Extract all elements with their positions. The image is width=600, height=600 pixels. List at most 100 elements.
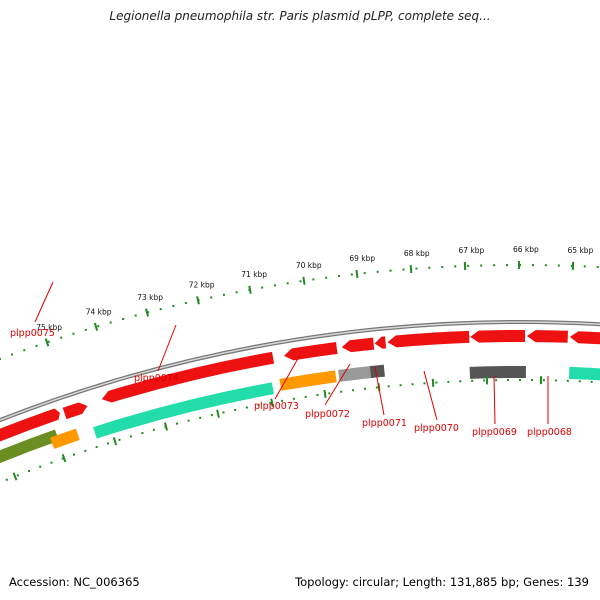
inner-dot — [257, 404, 260, 407]
gene-label[interactable]: plpp0074 — [134, 373, 179, 384]
gene-leader-line — [157, 324, 177, 372]
gene-label[interactable]: plpp0071 — [362, 418, 407, 429]
scale-dot — [402, 268, 405, 271]
inner-dot — [222, 411, 225, 414]
scale-label: 70 kbp — [296, 261, 322, 270]
inner-dot — [459, 380, 462, 383]
scale-label: 75 kbp — [36, 323, 62, 332]
inner-dot — [245, 406, 248, 409]
scale-dot — [147, 311, 150, 314]
scale-dot — [350, 273, 353, 276]
scale-dot — [109, 321, 112, 324]
inner-dot — [269, 401, 272, 404]
scale-dot — [338, 275, 341, 278]
inner-major-tick — [323, 389, 327, 399]
scale-label: 67 kbp — [458, 246, 484, 255]
inner-dot — [5, 478, 8, 481]
inner-major-tick — [216, 409, 220, 418]
scale-tick-dots — [0, 264, 599, 361]
inner-dot — [304, 395, 307, 398]
scale-dot — [363, 272, 366, 275]
inner-dot — [84, 449, 87, 452]
inner-dot — [387, 385, 390, 388]
gene-label[interactable]: plpp0075 — [10, 328, 55, 339]
gene-plpp0069-band — [469, 365, 526, 379]
gene-plpp0073-band — [279, 370, 337, 391]
scale-dot — [97, 325, 100, 328]
scale-dot — [441, 266, 444, 269]
inner-dot — [411, 383, 414, 386]
inner-dot — [363, 387, 366, 390]
inner-dot — [471, 379, 474, 382]
inner-dot — [210, 414, 213, 417]
gene-label[interactable]: plpp0072 — [305, 409, 350, 420]
scale-labels: 75 kbp 74 kbp 73 kbp 72 kbp 71 kbp 70 kbp 69 k… — [36, 245, 593, 332]
scale-major-tick — [196, 296, 200, 305]
inner-dot — [340, 390, 343, 393]
gene-leader-line — [374, 366, 385, 416]
inner-dot — [375, 386, 378, 389]
scale-dot — [11, 353, 14, 356]
inner-dot — [423, 382, 426, 385]
scale-dot — [544, 264, 547, 267]
inner-dot — [530, 379, 533, 382]
scale-dot — [60, 336, 63, 339]
inner-major-tick — [112, 437, 118, 446]
plasmid-backbone — [0, 320, 600, 423]
gene-features — [0, 329, 600, 464]
gene-plpp0071-forward — [374, 336, 387, 349]
scale-dot — [172, 305, 175, 308]
gene-plpp0070-forward — [387, 330, 470, 348]
inner-dot — [118, 438, 121, 441]
gene-olive-band — [0, 429, 59, 464]
gene-label-leaders — [34, 281, 549, 425]
scale-dot — [210, 296, 213, 299]
scale-label: 68 kbp — [404, 249, 430, 258]
inner-dot — [234, 408, 237, 411]
scale-major-tick — [409, 264, 413, 274]
scale-dot — [273, 284, 276, 287]
scale-major-tick — [248, 285, 252, 294]
inner-major-tick — [164, 422, 168, 431]
scale-label: 72 kbp — [189, 281, 215, 290]
gene-plpp0074-forward — [101, 351, 275, 403]
gene-leader-line — [34, 281, 54, 323]
scale-dot — [159, 308, 162, 311]
backbone-highlight — [0, 321, 600, 421]
inner-dot — [281, 399, 284, 402]
scale-dot — [23, 349, 26, 352]
scale-dot — [72, 332, 75, 335]
inner-dot — [447, 380, 450, 383]
scale-major-tick — [355, 269, 359, 279]
accession-text: Accession: NC_006365 — [9, 575, 140, 589]
inner-dot — [95, 446, 98, 449]
scale-dot — [493, 264, 496, 267]
scale-dot — [531, 264, 534, 267]
gene-plpp0072-band — [338, 365, 375, 382]
gene-plpp0067-band — [569, 366, 600, 381]
scale-dot — [325, 276, 328, 279]
scale-major-ticks — [44, 260, 575, 347]
inner-dot — [328, 392, 331, 395]
gene-plpp0074-band — [93, 382, 274, 439]
scale-dot — [557, 264, 560, 267]
inner-dot — [72, 453, 75, 456]
scale-dot — [570, 264, 573, 267]
scale-dot — [389, 269, 392, 272]
inner-dot — [61, 457, 64, 460]
inner-major-tick — [12, 472, 18, 481]
inner-dot — [16, 474, 19, 477]
scale-label: 74 kbp — [86, 307, 112, 316]
inner-dot — [28, 469, 31, 472]
inner-dot — [292, 397, 295, 400]
gene-label[interactable]: plpp0073 — [254, 401, 299, 412]
scale-major-tick — [44, 338, 50, 347]
gene-plpp0075-band — [50, 428, 80, 449]
scale-major-tick — [93, 322, 99, 331]
gene-label[interactable]: plpp0068 — [527, 427, 572, 438]
gene-label[interactable]: plpp0069 — [472, 427, 517, 438]
inner-dot — [519, 379, 521, 381]
scale-dot — [47, 340, 50, 343]
gene-plpp0072-dark — [369, 364, 385, 379]
gene-label[interactable]: plpp0070 — [414, 423, 459, 434]
